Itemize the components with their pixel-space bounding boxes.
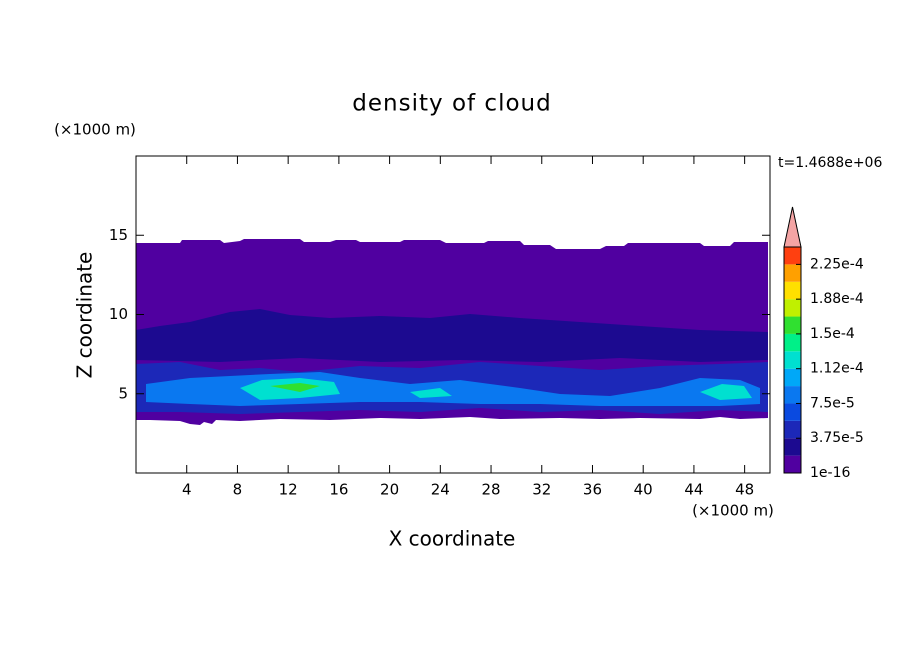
x-tick-label: 20 (380, 481, 399, 499)
colorbar-tick-label: 3.75e-5 (810, 430, 864, 446)
colorbar-band (784, 281, 801, 300)
x-unit: (×1000 m) (692, 502, 774, 520)
colorbar-tick-label: 2.25e-4 (810, 256, 864, 272)
x-tick-label: 48 (735, 481, 754, 499)
colorbar-band (784, 420, 801, 439)
x-tick-label: 24 (431, 481, 450, 499)
colorbar-tick-label: 1.5e-4 (810, 326, 855, 342)
colorbar-band (784, 247, 801, 265)
contour-region (270, 383, 320, 392)
colorbar-band (784, 368, 801, 387)
x-tick-label: 16 (329, 481, 348, 499)
colorbar-band (784, 438, 801, 456)
x-tick-label: 12 (279, 481, 298, 499)
colorbar-tick-label: 1.12e-4 (810, 361, 864, 377)
x-tick-label: 32 (532, 481, 551, 499)
colorbar-band (784, 351, 801, 369)
colorbar-band (784, 386, 801, 404)
x-tick-label: 44 (684, 481, 703, 499)
y-tick-label: 10 (109, 305, 128, 323)
colorbar-overflow (783, 206, 802, 248)
x-tick-label: 4 (182, 481, 192, 499)
contour-region (136, 309, 768, 362)
colorbar-tick-label: 7.5e-5 (810, 395, 855, 411)
colorbar-tick-label: 1.88e-4 (810, 291, 864, 307)
y-tick-label: 15 (109, 226, 128, 244)
x-tick-label: 28 (481, 481, 500, 499)
colorbar-band (784, 403, 801, 421)
colorbar-band (784, 299, 801, 317)
chart-title: density of cloud (352, 91, 551, 117)
colorbar-band (784, 333, 801, 352)
y-axis-label: Z coordinate (73, 252, 97, 379)
colorbar-band (784, 264, 801, 282)
x-tick-label: 36 (583, 481, 602, 499)
colorbar-band (784, 455, 801, 473)
y-tick-label: 5 (118, 384, 128, 402)
y-unit: (×1000 m) (54, 121, 136, 139)
time-label: t=1.4688e+06 (778, 155, 882, 171)
colorbar-band (784, 316, 801, 334)
x-tick-label: 8 (233, 481, 243, 499)
colorbar-tick-label: 1e-16 (810, 465, 850, 481)
contour-field (136, 239, 768, 425)
x-axis-label: X coordinate (389, 527, 516, 551)
contour-region (240, 378, 752, 400)
colorbar-frame (783, 246, 802, 474)
x-tick-label: 40 (634, 481, 653, 499)
